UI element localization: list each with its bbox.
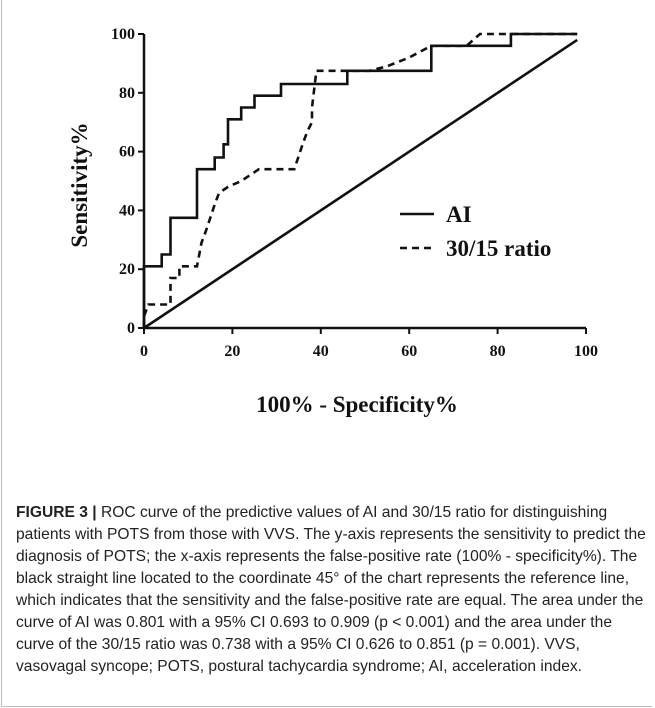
y-tick-label: 100 <box>111 26 135 43</box>
y-tick-label: 60 <box>119 144 135 161</box>
caption-label: FIGURE 3 | <box>16 504 97 521</box>
x-tick-label: 20 <box>224 343 240 360</box>
x-tick-label: 60 <box>401 343 417 360</box>
y-tick-label: 40 <box>119 202 135 219</box>
x-tick-label: 40 <box>313 343 329 360</box>
figure-caption: FIGURE 3 | ROC curve of the predictive v… <box>16 502 646 678</box>
y-tick-label: 0 <box>127 320 135 337</box>
legend-label: 30/15 ratio <box>446 236 551 261</box>
x-axis-title: 100% - Specificity% <box>256 392 458 417</box>
caption-text: ROC curve of the predictive values of AI… <box>16 504 646 675</box>
series-line-ai <box>142 32 578 328</box>
reference-line <box>143 38 578 330</box>
x-tick-label: 100 <box>574 343 598 360</box>
roc-chart: 0 20 40 60 80 100 0 20 40 60 80 100 100% - Specifici… <box>67 26 598 417</box>
legend-label: AI <box>446 202 472 227</box>
y-axis-title: Sensitivity% <box>67 122 92 247</box>
x-tick-label: 80 <box>490 343 506 360</box>
y-tick-label: 20 <box>119 261 135 278</box>
series-line-30-15-ratio <box>142 32 578 328</box>
x-tick-label: 0 <box>140 343 148 360</box>
y-tick-label: 80 <box>119 85 135 102</box>
